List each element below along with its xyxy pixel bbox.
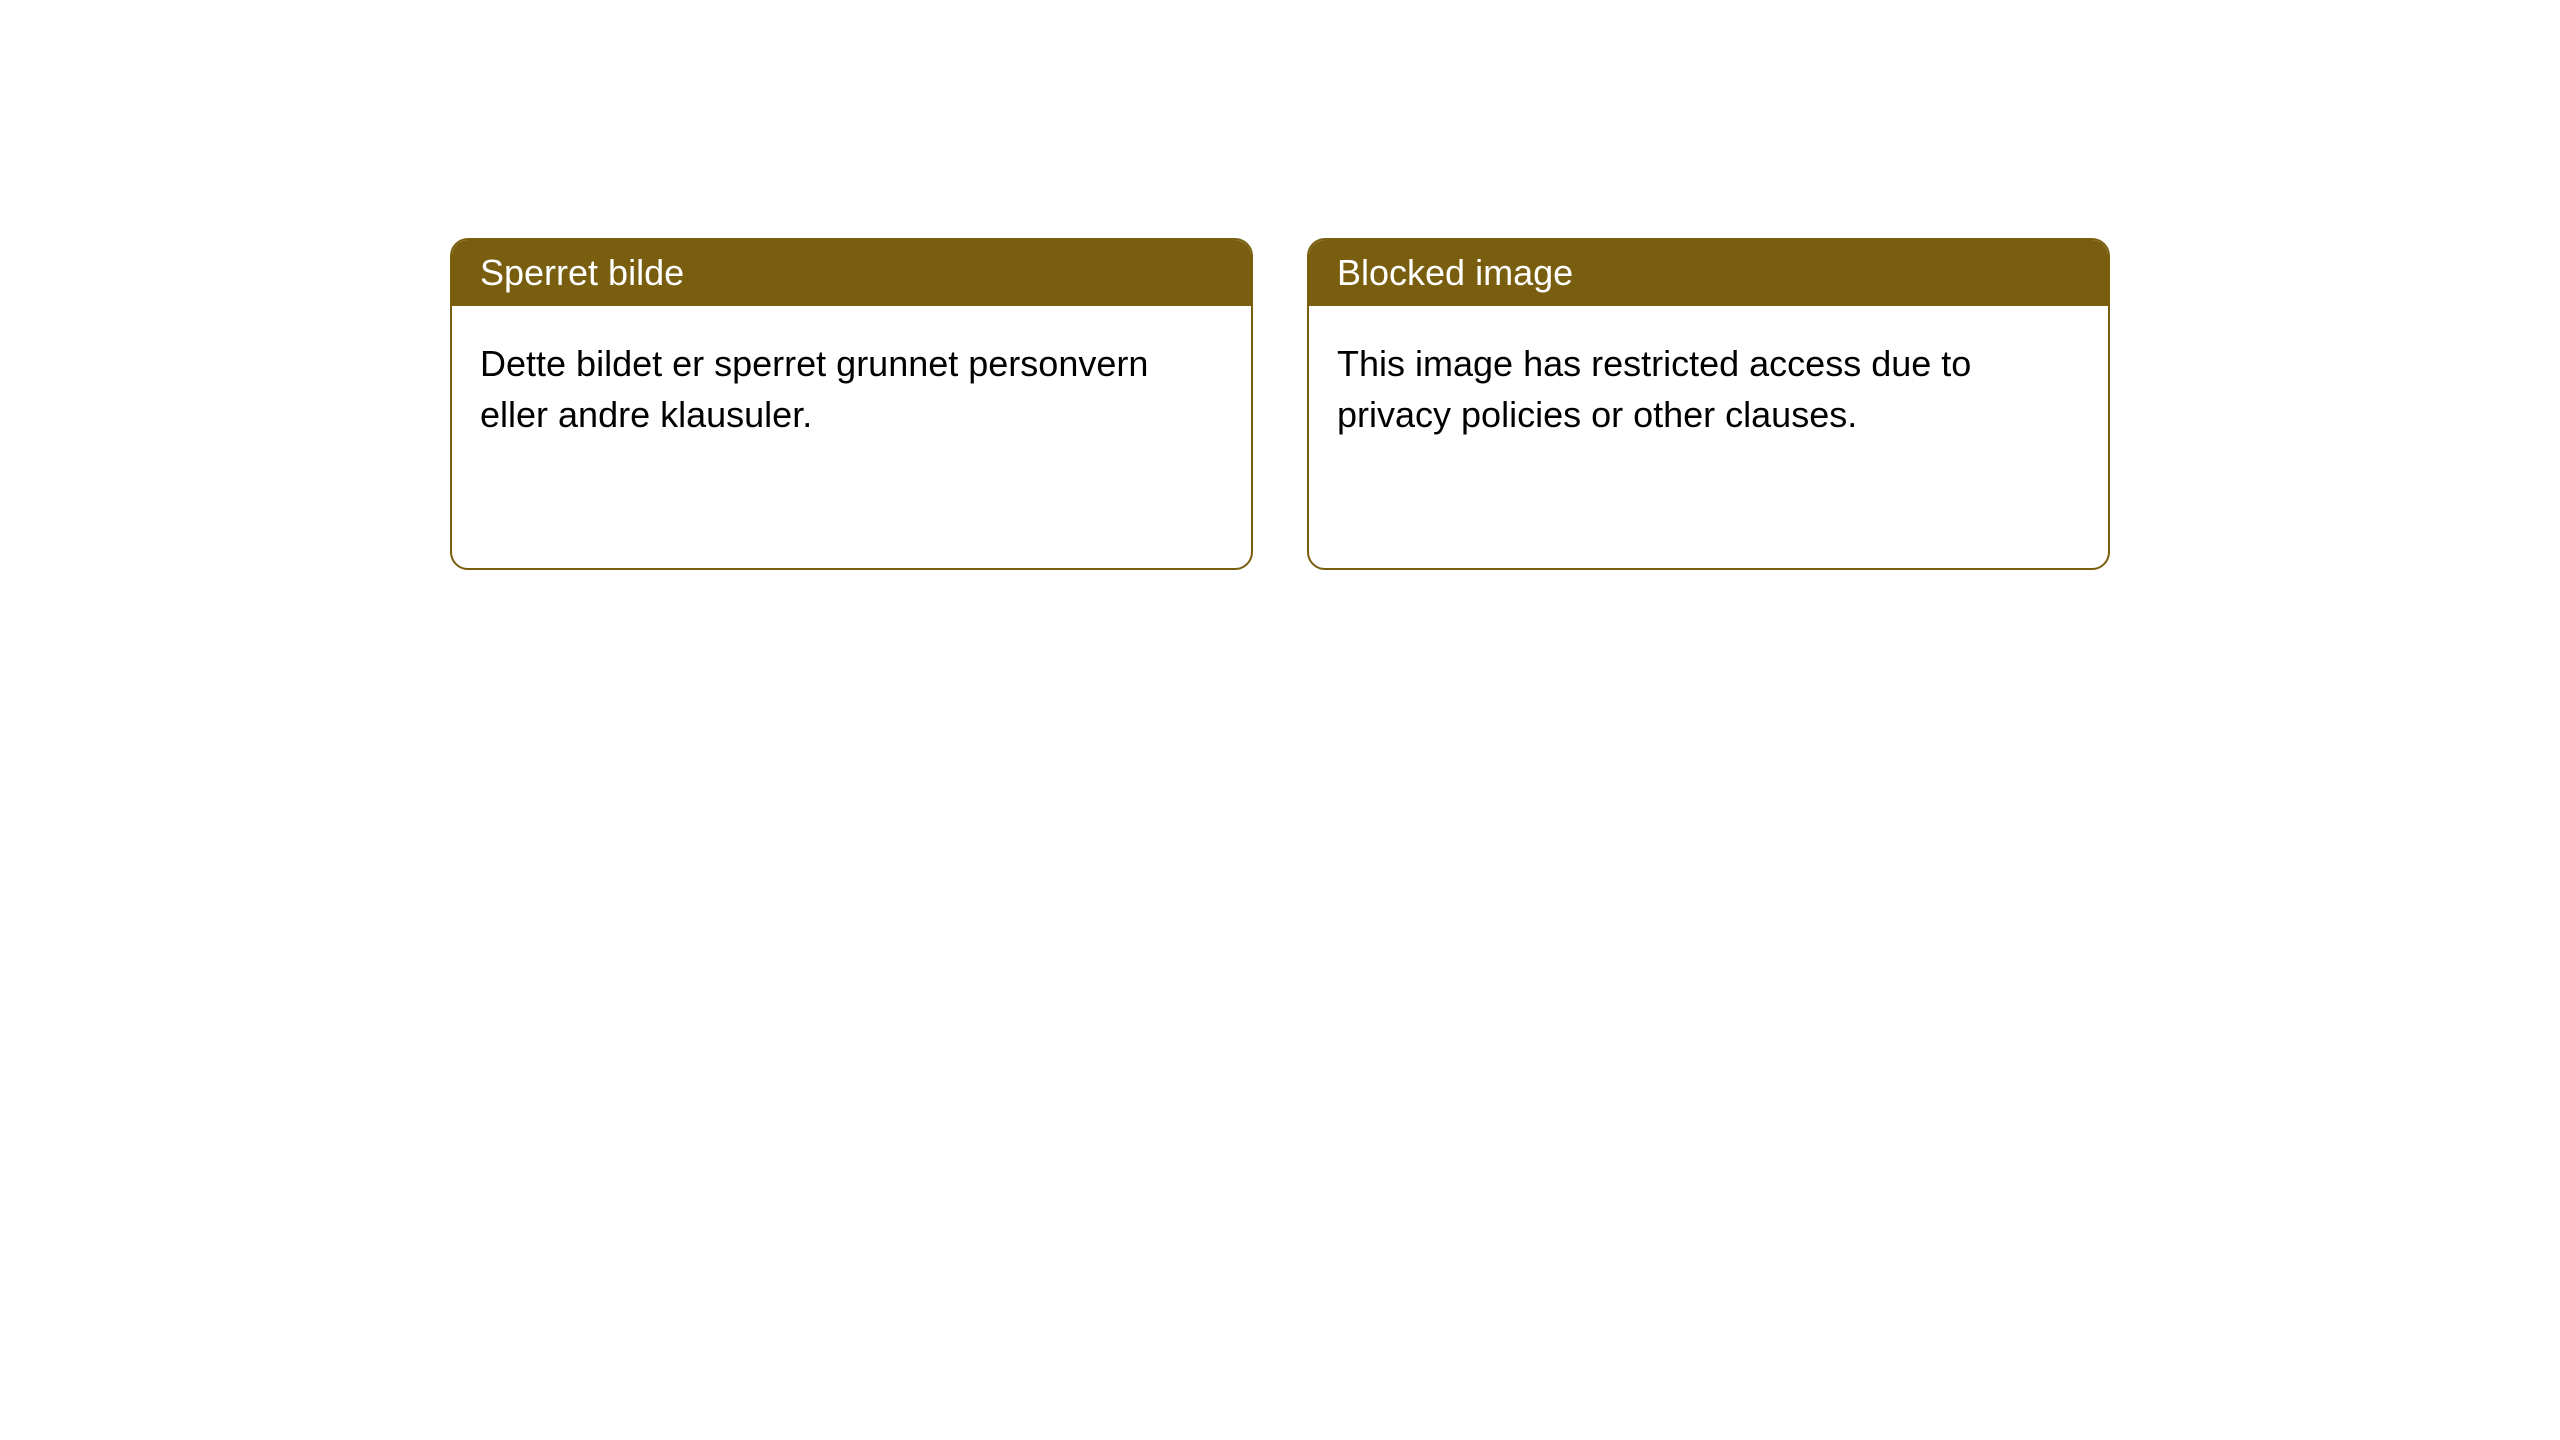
notice-body: Dette bildet er sperret grunnet personve… — [452, 306, 1251, 472]
notice-body: This image has restricted access due to … — [1309, 306, 2108, 472]
notice-header: Blocked image — [1309, 240, 2108, 306]
notice-header: Sperret bilde — [452, 240, 1251, 306]
notice-body-text: Dette bildet er sperret grunnet personve… — [480, 343, 1148, 435]
notice-container: Sperret bilde Dette bildet er sperret gr… — [0, 0, 2560, 570]
notice-box-english: Blocked image This image has restricted … — [1307, 238, 2110, 570]
notice-body-text: This image has restricted access due to … — [1337, 343, 1971, 435]
notice-title: Sperret bilde — [480, 252, 684, 293]
notice-box-norwegian: Sperret bilde Dette bildet er sperret gr… — [450, 238, 1253, 570]
notice-title: Blocked image — [1337, 252, 1573, 293]
